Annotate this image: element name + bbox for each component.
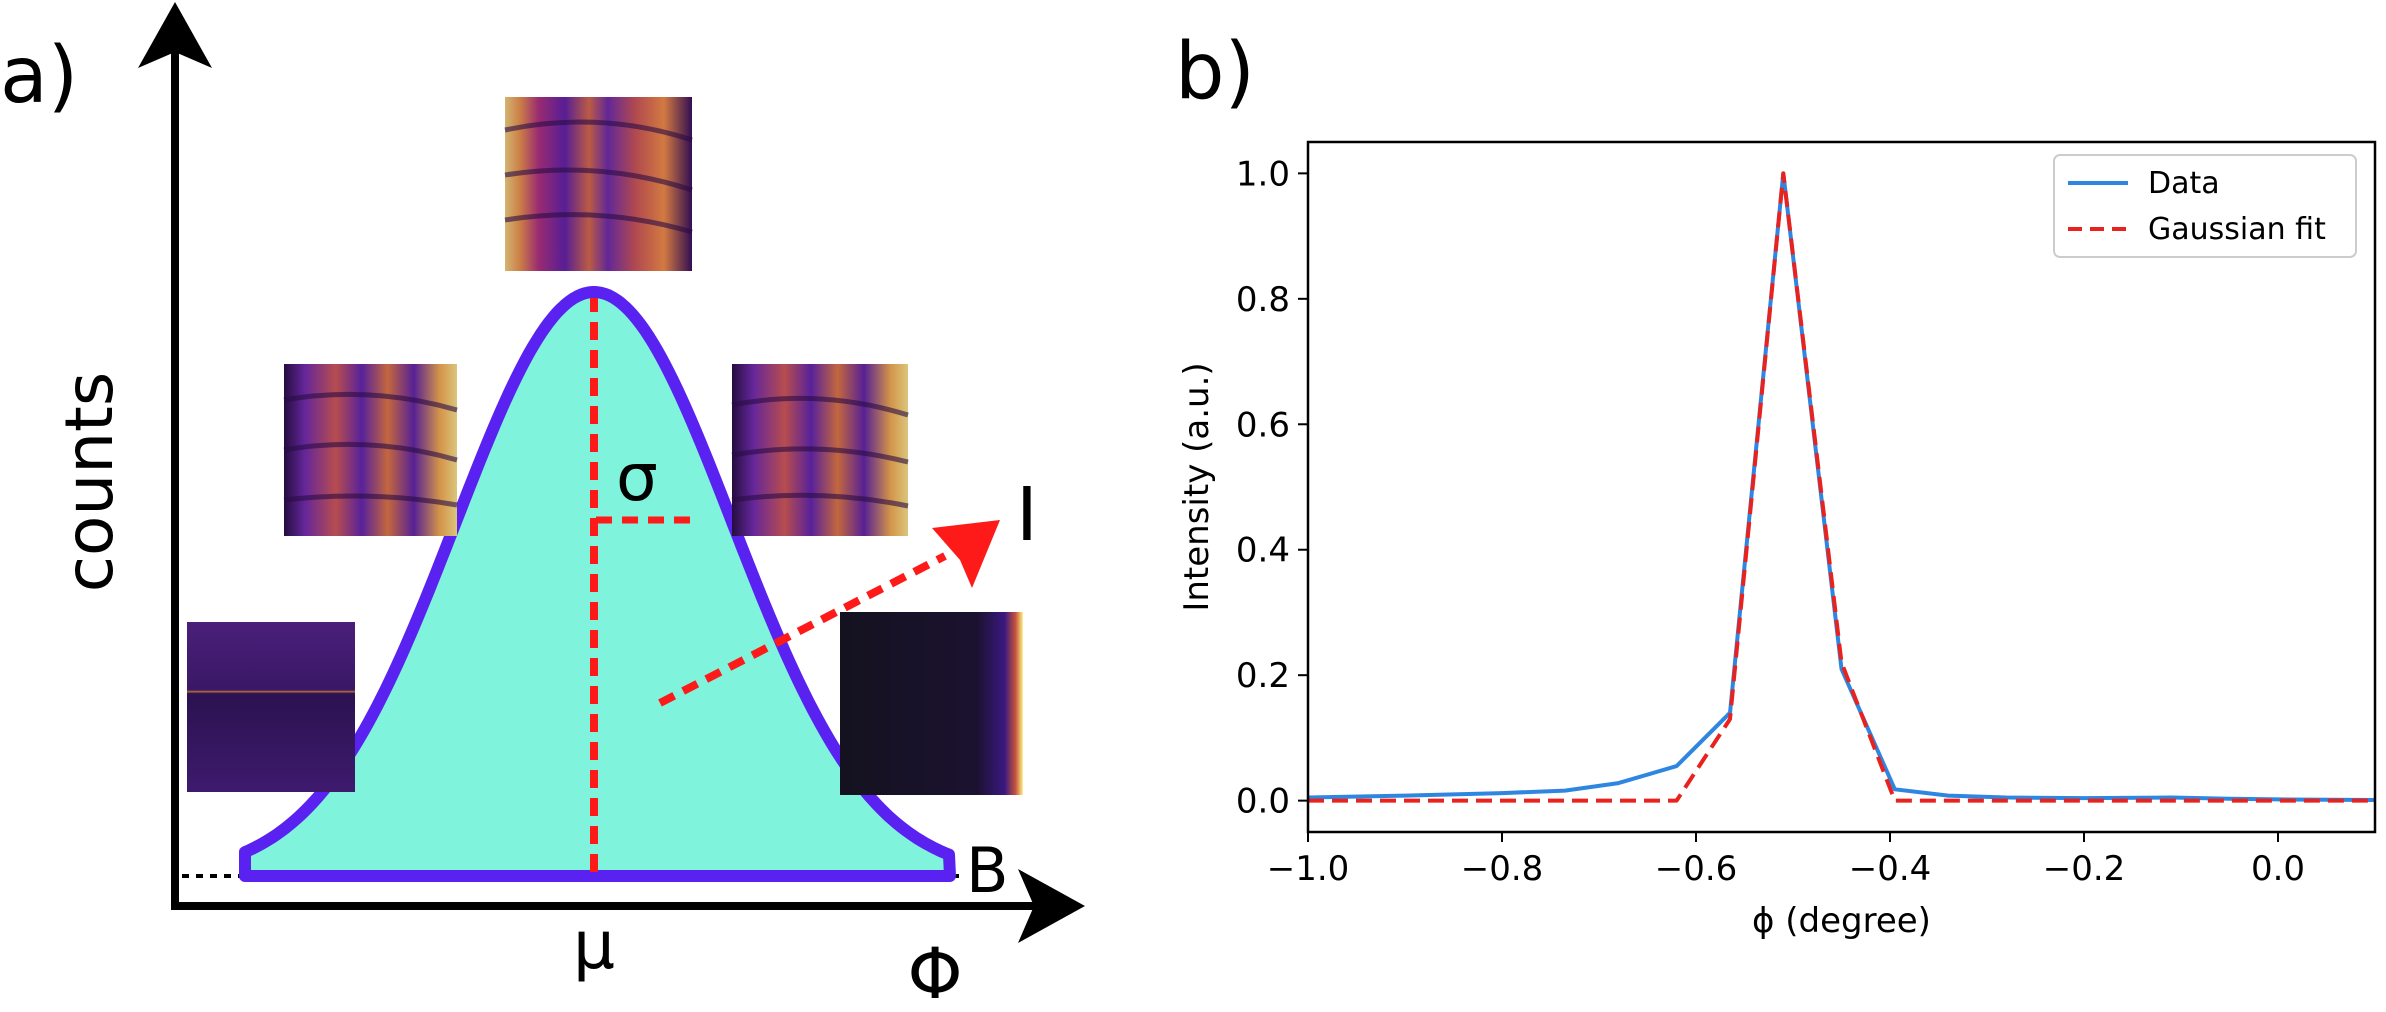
legend-entry: Data [2148,166,2220,201]
y-tick-label: 0.2 [1236,656,1290,696]
x-tick-label: −0.4 [1849,849,1932,889]
background-label: B [966,834,1009,907]
legend-box [2053,154,2357,258]
panel-b-label: b) [1175,27,1255,117]
y-tick-label: 1.0 [1236,154,1290,194]
series-line-gaussian-fit [1308,171,2375,803]
detector-image-noise [187,622,355,792]
panel-b: b) −1.0 −0.8 −0.6 −0.4 −0.2 0.0 0.0 0.2 0.4 0.6 0.… [1175,27,2377,941]
y-axis-title: Intensity (a.u.) [1177,362,1217,611]
y-axis-arrowhead [138,2,212,68]
series-line-data [1308,171,2375,802]
x-tick-label: −0.8 [1461,849,1544,889]
legend: Data Gaussian fit [2053,154,2357,258]
y-axis-label: counts [51,372,128,593]
line-chart: −1.0 −0.8 −0.6 −0.4 −0.2 0.0 0.0 0.2 0.4 0.6 0.8 1.… [1177,140,2377,941]
sigma-label: σ [616,439,658,516]
plot-frame [1306,140,2377,834]
intensity-arrow-shaft [658,552,947,707]
x-axis-title: ϕ (degree) [1752,901,1931,941]
x-axis-arrowhead [1018,869,1085,943]
x-tick-label: 0.0 [2251,849,2305,889]
y-tick-label: 0.8 [1236,280,1290,320]
x-tick-label: −1.0 [1267,849,1350,889]
intensity-arrowhead [932,520,1000,588]
x-axis-label: Φ [907,933,962,1012]
panel-a: a) counts Φ σ I μ B [0,2,1085,1012]
detector-image-edge [840,612,1023,795]
detector-image-left [283,364,458,536]
panel-a-label: a) [0,31,78,121]
y-tick-label: 0.4 [1236,531,1290,571]
y-tick-label: 0.0 [1236,782,1290,822]
x-tick-label: −0.6 [1655,849,1738,889]
intensity-label: I [1016,472,1038,558]
y-tick-label: 0.6 [1236,405,1290,445]
plot-area [1308,171,2375,803]
legend-entry: Gaussian fit [2148,212,2326,247]
detector-image-right [731,364,909,536]
x-tick-label: −0.2 [2043,849,2126,889]
mean-label: μ [573,907,615,984]
detector-image-top [504,97,693,271]
